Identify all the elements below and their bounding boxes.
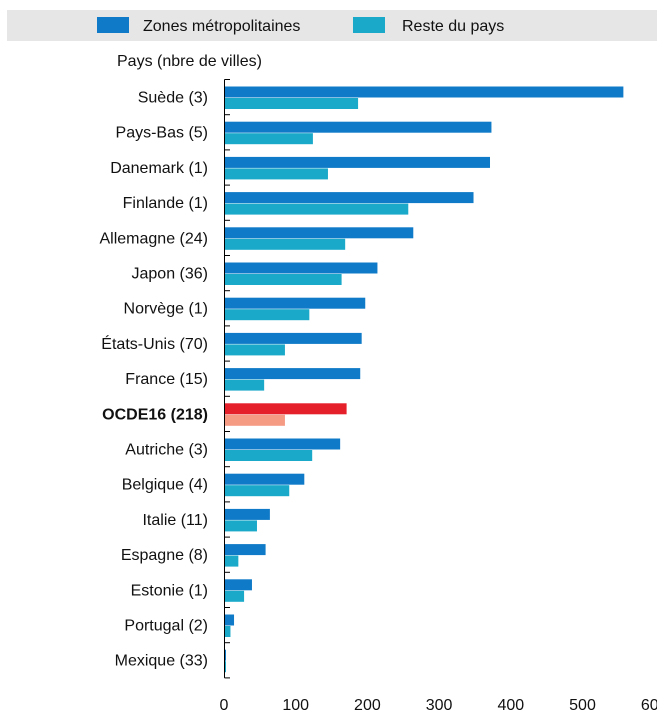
category-label-pays-bas-5: Pays-Bas (5) [116,125,208,142]
bar-rest-ocde16-218 [225,415,285,426]
bar-metro-allemagne-24 [225,227,413,238]
category-label-france-15: France (15) [125,371,208,388]
category-label-danemark-1: Danemark (1) [110,160,208,177]
bar-metro-estonie-1 [225,579,252,590]
category-label-ocde16-218: OCDE16 (218) [102,406,208,423]
bar-metro-belgique-4 [225,474,304,485]
bar-metro-espagne-8 [225,544,266,555]
bar-rest-france-15 [225,380,264,391]
category-label-mexique-33: Mexique (33) [115,653,208,670]
category-label-italie-11: Italie (11) [142,512,208,529]
x-axis-ticks: 0 100 200 300 400 500 600 [220,697,657,714]
bar-rest-pays-bas-5 [225,133,313,144]
bar-metro-danemark-1 [225,157,490,168]
bar-metro-mexique-33 [225,650,226,661]
bar-metro-italie-11 [225,509,270,520]
bar-rest-portugal-2 [225,626,230,637]
bar-rest-espagne-8 [225,556,238,567]
bar-rest-estonie-1 [225,591,244,602]
x-tick-label-0: 0 [220,697,229,714]
category-label-espagne-8: Espagne (8) [121,547,208,564]
bar-metro-france-15 [225,368,360,379]
bar-rest-etats-unis-70 [225,344,285,355]
category-label-finlande-1: Finlande (1) [123,195,208,212]
x-tick-label-200: 200 [354,697,381,714]
category-label-allemagne-24: Allemagne (24) [100,230,209,247]
category-label-autriche-3: Autriche (3) [125,442,208,459]
bar-metro-japon-36 [225,263,377,274]
x-tick-label-400: 400 [497,697,524,714]
legend-swatch-metro [97,17,129,33]
bar-rest-japon-36 [225,274,342,285]
bar-rest-belgique-4 [225,485,289,496]
legend-item-rest: Reste du pays [353,17,504,35]
bar-metro-suede-3 [225,87,623,98]
x-tick-label-600: 600 [641,697,657,714]
bars [225,87,623,673]
category-axis-title: Pays (nbre de villes) [117,53,262,70]
bar-metro-finlande-1 [225,192,474,203]
bar-rest-suede-3 [225,98,358,109]
legend-item-metro: Zones métropolitaines [97,17,300,35]
category-label-japon-36: Japon (36) [132,266,209,283]
legend-swatch-rest [353,17,385,33]
x-tick-label-300: 300 [426,697,453,714]
bar-rest-italie-11 [225,520,257,531]
category-labels: Suède (3) Pays-Bas (5) Danemark (1) Finland… [100,90,209,670]
bar-rest-norvege-1 [225,309,309,320]
bar-rest-danemark-1 [225,168,328,179]
x-tick-label-500: 500 [569,697,596,714]
bar-rest-finlande-1 [225,204,408,215]
bar-metro-ocde16-218 [225,403,347,414]
category-label-suede-3: Suède (3) [138,90,208,107]
bar-metro-norvege-1 [225,298,365,309]
category-label-norvege-1: Norvège (1) [124,301,208,318]
legend-label-rest: Reste du pays [402,18,504,35]
bar-metro-etats-unis-70 [225,333,362,344]
category-label-etats-unis-70: États-Unis (70) [101,334,208,353]
bar-metro-pays-bas-5 [225,122,491,133]
category-label-belgique-4: Belgique (4) [122,477,208,494]
legend-label-metro: Zones métropolitaines [143,18,300,35]
bar-rest-allemagne-24 [225,239,345,250]
x-tick-label-100: 100 [282,697,309,714]
category-label-estonie-1: Estonie (1) [131,582,208,599]
category-label-portugal-2: Portugal (2) [124,618,208,635]
bar-rest-mexique-33 [225,661,226,672]
bar-metro-portugal-2 [225,615,234,626]
bar-rest-autriche-3 [225,450,312,461]
bar-metro-autriche-3 [225,439,340,450]
